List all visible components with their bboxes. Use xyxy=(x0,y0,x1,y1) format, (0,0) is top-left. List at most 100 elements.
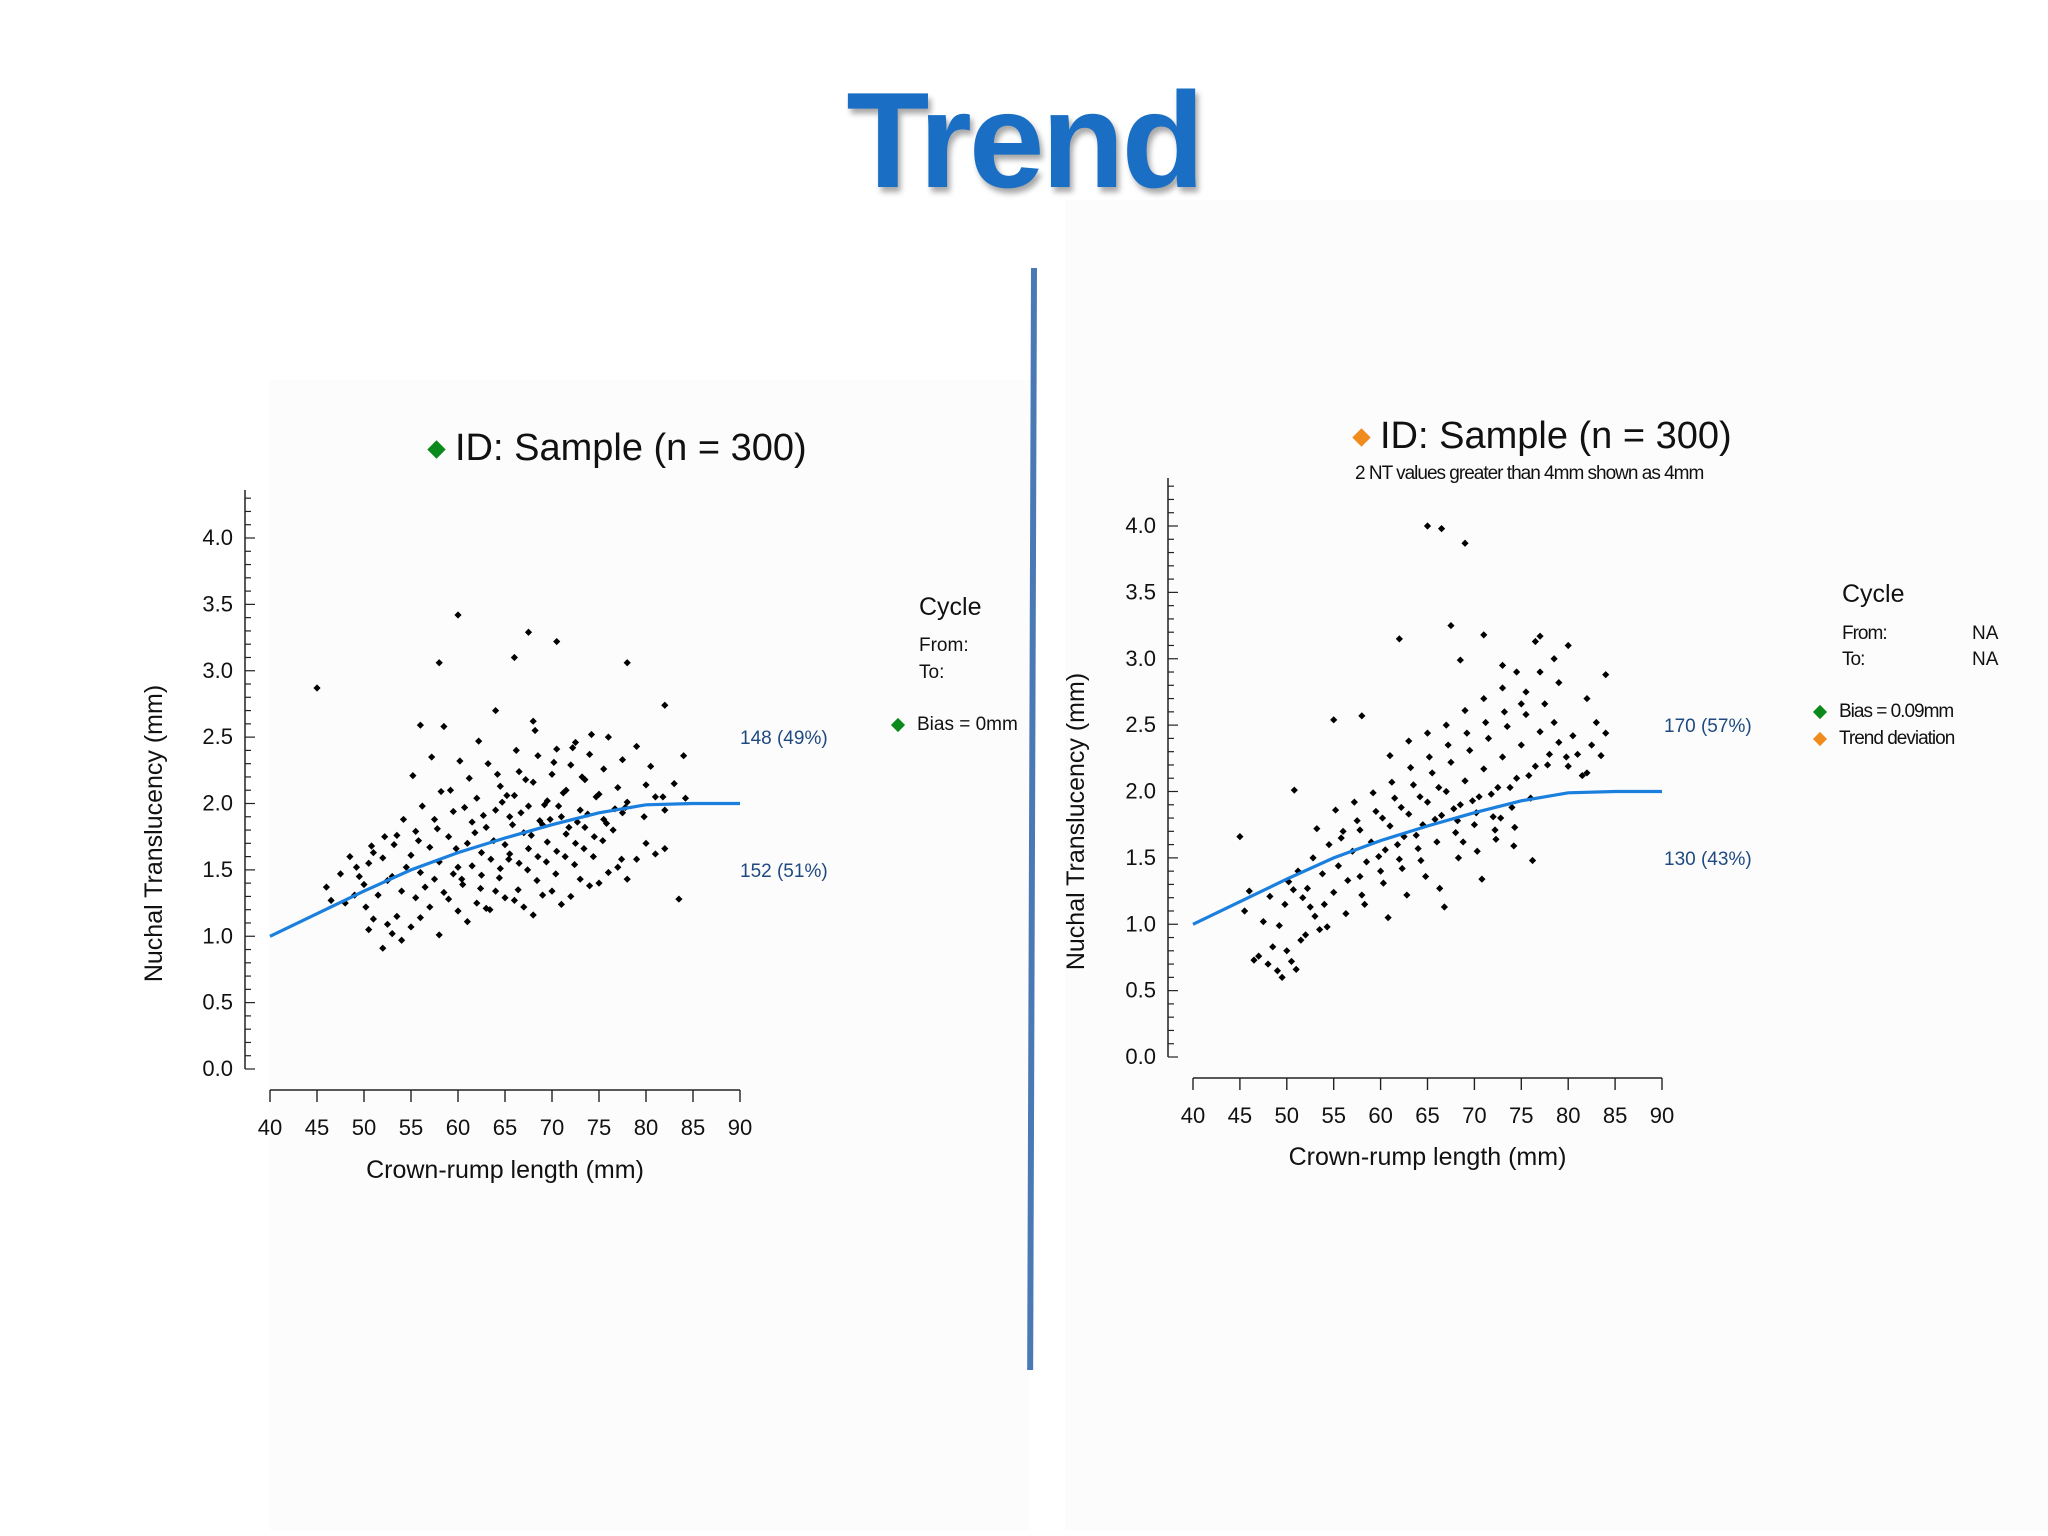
right-data-point xyxy=(1498,753,1507,761)
left-data-point xyxy=(454,907,462,915)
left-data-point xyxy=(515,859,523,867)
right-data-point xyxy=(1440,903,1448,911)
left-data-point xyxy=(505,855,513,863)
left-data-point xyxy=(534,853,542,861)
left-data-point xyxy=(539,891,547,899)
right-cycle-to-value: NA xyxy=(1972,649,1999,670)
left-y-tick-label: 4.0 xyxy=(202,525,233,550)
right-data-point xyxy=(1536,728,1544,736)
right-data-point xyxy=(1536,668,1544,676)
right-y-tick-label: 2.5 xyxy=(1125,712,1156,737)
right-below-count-label: 130 (43%) xyxy=(1664,849,1752,870)
left-data-point xyxy=(571,839,580,847)
right-data-point xyxy=(1362,858,1371,866)
right-data-point xyxy=(1266,892,1274,900)
left-data-point xyxy=(599,837,607,845)
left-data-point xyxy=(484,760,492,768)
left-data-point xyxy=(651,850,659,858)
left-data-point xyxy=(437,787,445,796)
right-data-point xyxy=(1372,807,1380,816)
left-data-point xyxy=(454,863,462,871)
left-data-point xyxy=(365,859,373,867)
left-data-point xyxy=(553,847,561,855)
right-data-point xyxy=(1466,746,1474,754)
left-data-point xyxy=(369,849,377,857)
right-x-tick-label: 80 xyxy=(1556,1103,1580,1128)
left-data-point xyxy=(496,864,504,873)
left-data-point xyxy=(476,884,485,893)
left-legend-bias-label: Bias = 0mm xyxy=(917,714,1018,735)
right-data-point xyxy=(1497,814,1505,822)
left-data-point xyxy=(492,806,500,814)
right-data-point xyxy=(1356,826,1364,834)
left-data-point xyxy=(381,833,389,841)
left-data-point xyxy=(581,776,589,784)
right-data-point xyxy=(1337,834,1345,842)
right-y-tick-label: 2.0 xyxy=(1125,779,1156,804)
left-data-point xyxy=(659,793,667,801)
right-data-point xyxy=(1541,700,1549,708)
left-x-tick-label: 70 xyxy=(540,1115,564,1140)
left-data-point xyxy=(559,789,567,797)
right-data-point xyxy=(1562,753,1570,761)
right-data-point xyxy=(1592,718,1600,727)
right-data-point xyxy=(1306,903,1314,911)
right-data-point xyxy=(1342,910,1350,918)
left-data-point xyxy=(487,855,495,863)
left-data-point xyxy=(421,883,429,891)
left-data-point xyxy=(562,786,570,794)
left-data-point xyxy=(506,850,514,858)
left-data-point xyxy=(418,802,426,810)
left-data-point xyxy=(524,802,533,810)
right-data-point xyxy=(1543,761,1552,769)
right-data-point xyxy=(1289,886,1297,894)
left-data-point xyxy=(661,806,669,814)
left-data-point xyxy=(548,887,556,895)
right-data-point xyxy=(1480,694,1488,703)
right-x-tick-label: 40 xyxy=(1181,1103,1205,1128)
right-y-tick-label: 0.0 xyxy=(1125,1044,1156,1069)
right-data-point xyxy=(1456,656,1464,664)
right-x-tick-label: 75 xyxy=(1509,1103,1533,1128)
right-data-point xyxy=(1470,821,1478,829)
left-y-tick-label: 1.5 xyxy=(202,857,233,882)
right-data-point xyxy=(1292,965,1300,973)
right-data-point xyxy=(1508,803,1516,812)
left-data-point xyxy=(327,896,335,905)
left-data-point xyxy=(576,875,584,883)
left-data-point xyxy=(365,926,373,934)
right-data-point xyxy=(1489,813,1497,821)
left-data-point xyxy=(360,880,368,889)
left-data-point xyxy=(477,871,486,879)
left-data-point xyxy=(623,659,631,667)
left-data-point xyxy=(531,726,539,735)
left-data-point xyxy=(409,772,417,780)
right-data-point xyxy=(1240,907,1249,915)
right-data-point xyxy=(1309,854,1317,862)
right-data-point xyxy=(1442,787,1450,796)
left-data-point xyxy=(567,892,575,901)
left-data-point xyxy=(383,920,392,928)
left-data-point xyxy=(412,827,420,835)
left-data-point xyxy=(458,875,466,883)
right-data-point xyxy=(1367,838,1375,846)
right-data-point xyxy=(1461,539,1469,547)
right-data-point xyxy=(1531,762,1539,770)
left-data-point xyxy=(536,817,544,825)
left-data-point xyxy=(506,813,514,821)
left-title-marker-icon xyxy=(427,440,446,460)
right-data-point xyxy=(1414,844,1422,853)
right-cycle-to-label: To: xyxy=(1842,649,1865,670)
right-x-tick-label: 65 xyxy=(1415,1103,1439,1128)
left-data-point xyxy=(517,809,525,817)
right-legend-bias: Bias = 0.09mm xyxy=(1812,701,1954,723)
left-cycle-from-label: From: xyxy=(919,635,969,656)
left-above-count-label: 148 (49%) xyxy=(740,728,828,749)
right-data-point xyxy=(1386,822,1394,830)
slide-title: Trend xyxy=(846,64,1204,216)
right-x-tick-label: 55 xyxy=(1321,1103,1345,1128)
left-y-tick-label: 0.0 xyxy=(202,1056,233,1081)
left-x-tick-label: 40 xyxy=(258,1115,282,1140)
left-data-point xyxy=(463,918,471,926)
right-data-point xyxy=(1478,875,1486,883)
